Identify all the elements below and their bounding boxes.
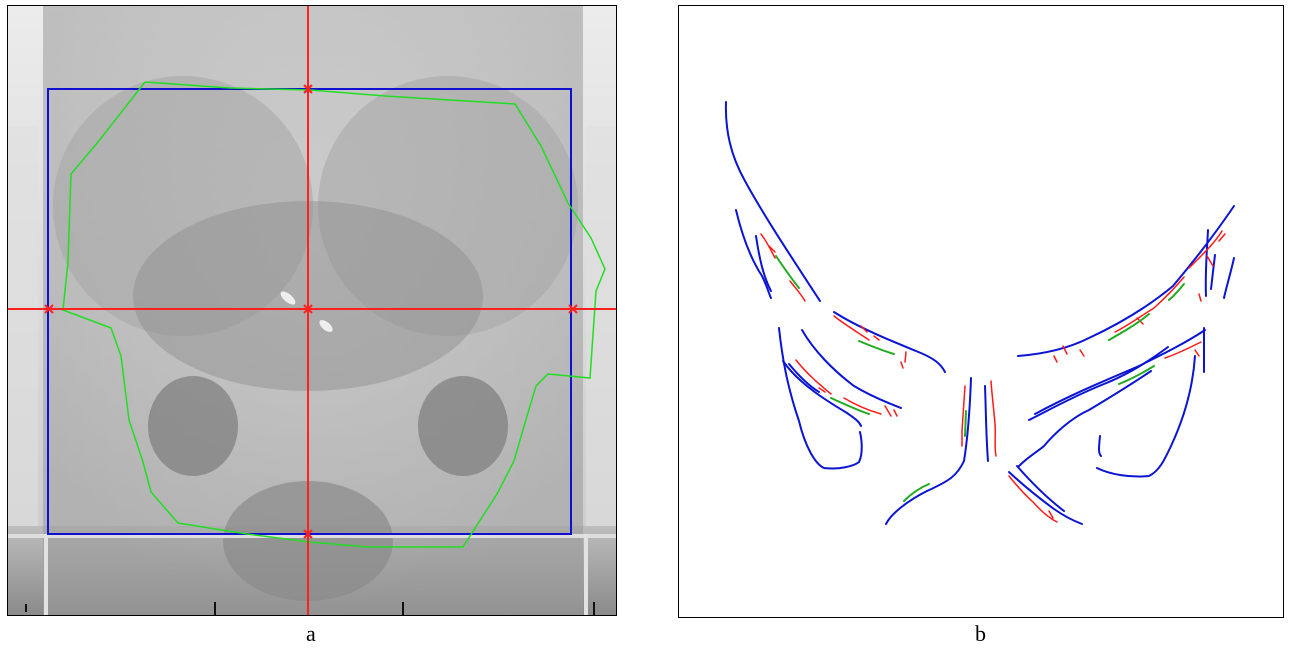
crosshair [8, 6, 616, 615]
edge-map-panel [678, 5, 1284, 618]
radiograph-image [8, 6, 616, 615]
radiograph-panel [7, 5, 617, 616]
edge-curves-matched [775, 255, 1185, 502]
caption-a: a [306, 621, 316, 646]
edge-curves-red [760, 230, 1226, 523]
crosshair-markers [44, 84, 578, 539]
edge-map-image [724, 101, 1235, 525]
caption-b: b [975, 621, 986, 646]
edge-curves-blue [724, 101, 1235, 525]
pelvis-contour [62, 81, 606, 548]
